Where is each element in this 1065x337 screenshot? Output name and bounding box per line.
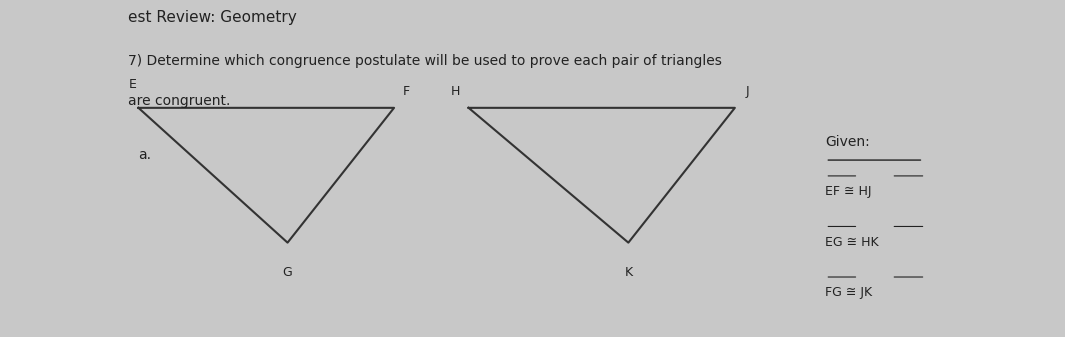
Text: FG ≅ JK: FG ≅ JK — [825, 286, 872, 300]
Text: EG ≅ HK: EG ≅ HK — [825, 236, 879, 249]
Text: H: H — [450, 85, 460, 98]
Text: 7) Determine which congruence postulate will be used to prove each pair of trian: 7) Determine which congruence postulate … — [128, 54, 722, 68]
Text: K: K — [624, 266, 633, 279]
Text: est Review: Geometry: est Review: Geometry — [128, 10, 296, 25]
Text: are congruent.: are congruent. — [128, 94, 230, 109]
Text: J: J — [746, 85, 749, 98]
Text: a.: a. — [138, 148, 151, 162]
Text: F: F — [403, 85, 410, 98]
Text: G: G — [282, 266, 293, 279]
Text: E: E — [129, 78, 137, 91]
Text: EF ≅ HJ: EF ≅ HJ — [825, 185, 872, 198]
Text: Given:: Given: — [825, 135, 870, 149]
